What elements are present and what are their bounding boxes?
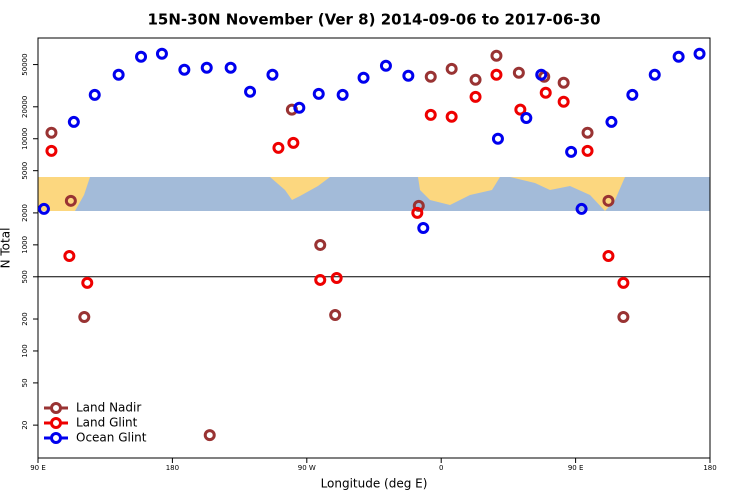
point	[514, 103, 527, 116]
land	[510, 177, 625, 211]
point	[314, 273, 327, 286]
point	[605, 115, 618, 128]
legend-label: Land Glint	[76, 416, 138, 430]
point	[490, 49, 503, 62]
point	[314, 238, 327, 251]
point	[617, 276, 630, 289]
y-tick-label: 200	[21, 312, 29, 325]
x-tick-label: 180	[703, 464, 716, 472]
point	[490, 68, 503, 81]
point	[617, 310, 630, 323]
point	[602, 250, 615, 263]
point	[581, 144, 594, 157]
point	[469, 90, 482, 103]
point	[112, 68, 125, 81]
point	[417, 222, 430, 235]
point	[424, 108, 437, 121]
point	[37, 202, 50, 215]
chart-title: 15N-30N November (Ver 8) 2014-09-06 to 2…	[147, 11, 600, 29]
point	[272, 141, 285, 154]
point	[203, 429, 216, 442]
point	[535, 68, 548, 81]
x-tick-label: 90 E	[568, 464, 584, 472]
map-strip	[38, 177, 710, 211]
y-tick-label: 50000	[21, 53, 29, 75]
point	[64, 194, 77, 207]
point	[330, 272, 343, 285]
x-tick-label: 180	[166, 464, 179, 472]
y-tick-label: 100	[21, 344, 29, 357]
point	[287, 136, 300, 149]
point	[565, 145, 578, 158]
point	[626, 88, 639, 101]
point	[78, 310, 91, 323]
point	[336, 88, 349, 101]
y-tick-label: 50	[21, 378, 29, 387]
point	[445, 62, 458, 75]
point	[469, 73, 482, 86]
point	[575, 202, 588, 215]
point	[67, 115, 80, 128]
plot-frame	[37, 37, 711, 459]
legend-marker	[50, 417, 62, 429]
x-tick-label: 90 W	[298, 464, 316, 472]
point	[581, 126, 594, 139]
point	[266, 68, 279, 81]
x-tick-label: 0	[439, 464, 443, 472]
y-tick-label: 2000	[21, 204, 29, 222]
y-tick-label: 500	[21, 270, 29, 283]
point	[224, 61, 237, 74]
land	[38, 177, 90, 211]
point	[155, 47, 168, 60]
x-axis-label: Longitude (deg E)	[321, 477, 428, 491]
point	[693, 47, 706, 60]
legend-marker	[50, 432, 62, 444]
land	[418, 177, 500, 205]
legend-marker	[50, 402, 62, 414]
point	[512, 66, 525, 79]
point	[520, 111, 533, 124]
point	[45, 126, 58, 139]
point	[412, 199, 425, 212]
point	[63, 250, 76, 263]
point	[539, 86, 552, 99]
point	[557, 76, 570, 89]
y-axis-label: N Total	[0, 228, 13, 269]
point	[491, 132, 504, 145]
point	[293, 101, 306, 114]
legend-label: Ocean Glint	[76, 431, 147, 445]
point	[379, 59, 392, 72]
y-tick-label: 1000	[21, 236, 29, 254]
point	[424, 70, 437, 83]
point	[411, 206, 424, 219]
point	[244, 85, 257, 98]
y-tick-label: 20000	[21, 96, 29, 118]
point	[178, 63, 191, 76]
x-tick-label: 90 E	[30, 464, 46, 472]
point	[81, 276, 94, 289]
point	[88, 88, 101, 101]
point	[602, 194, 615, 207]
point	[402, 69, 415, 82]
legend-label: Land Nadir	[76, 401, 141, 415]
point	[135, 50, 148, 63]
point	[648, 68, 661, 81]
y-tick-label: 20	[21, 421, 29, 430]
point	[672, 50, 685, 63]
y-tick-label: 5000	[21, 162, 29, 180]
point	[45, 144, 58, 157]
land	[270, 177, 330, 200]
point	[312, 87, 325, 100]
point	[357, 71, 370, 84]
point	[445, 110, 458, 123]
point	[557, 95, 570, 108]
y-tick-label: 10000	[21, 128, 29, 150]
point	[200, 61, 213, 74]
point	[329, 309, 342, 322]
